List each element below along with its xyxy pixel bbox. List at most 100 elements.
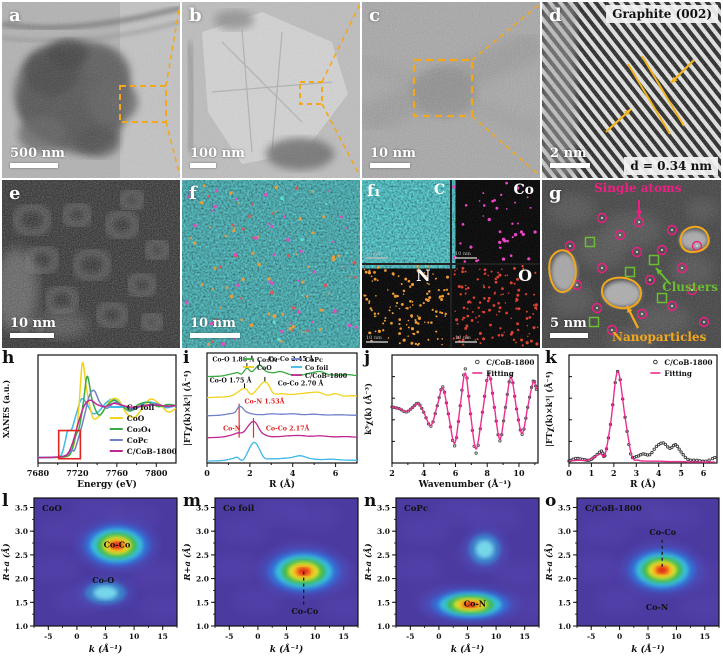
svg-text:0: 0 <box>255 632 260 641</box>
svg-text:R+a (Å): R+a (Å) <box>543 543 555 581</box>
panel-c-tem: c 10 nm <box>362 2 540 178</box>
eds-overlay-image-f <box>182 180 360 348</box>
svg-text:CoO: CoO <box>257 365 272 372</box>
panel-m-wt-cofoil: Co-Co Co foil -5 0 5 10 15 1.0 1.5 2.0 2.5 3.0 3.5 k … <box>181 492 362 656</box>
svg-text:k (Å⁻¹): k (Å⁻¹) <box>270 643 304 655</box>
haadf-image-g <box>542 180 721 348</box>
svg-text:CoPc: CoPc <box>404 504 428 514</box>
panel-letter: e <box>9 183 21 204</box>
svg-text:2.5: 2.5 <box>15 551 28 560</box>
scale-bar: 10 nm <box>190 316 240 338</box>
svg-text:1: 1 <box>589 468 595 478</box>
svg-text:7680: 7680 <box>27 468 50 478</box>
svg-text:6: 6 <box>453 468 459 478</box>
heatmap-area: Co-N CoPc <box>396 498 539 626</box>
data-point <box>654 444 659 449</box>
panel-k-rspace-fit: 0 1 2 3 4 5 6 R (Å) |FTχ(k)×k³| (Å⁻⁴) C/CoB-1800 F… <box>543 349 723 491</box>
series-line <box>568 370 715 463</box>
svg-text:-5: -5 <box>587 632 595 641</box>
single-atoms-label: Single atoms <box>594 181 682 195</box>
wavelet-ccob: Co-Co Co-N C/CoB-1800 -5 0 5 10 15 1.0 1.5 2.0 2.5 3… <box>543 497 720 655</box>
svg-text:R+a (Å): R+a (Å) <box>181 543 193 581</box>
tem-image-b <box>182 2 360 178</box>
plot-frame <box>568 354 718 464</box>
svg-text:4: 4 <box>290 468 296 478</box>
data-point <box>692 458 696 462</box>
series-line <box>391 372 538 450</box>
map-label-o: O <box>518 266 532 285</box>
plot-frame <box>206 352 358 464</box>
svg-text:1.5: 1.5 <box>15 598 28 607</box>
svg-text:k³χ(k) (Å⁻³): k³χ(k) (Å⁻³) <box>363 383 373 435</box>
svg-text:5: 5 <box>645 632 650 641</box>
data-point <box>679 450 683 454</box>
panel-n-wt-copc: Co-N CoPc -5 0 5 10 15 1.0 1.5 2.0 2.5 3.0 3.5 k (Å⁻¹… <box>362 492 543 656</box>
svg-text:3: 3 <box>633 468 639 478</box>
panel-letter: i <box>183 349 190 368</box>
scale-bar: 5 nm <box>550 316 588 338</box>
data-point <box>498 439 502 443</box>
data-point <box>657 442 661 447</box>
panel-letter: l <box>2 492 9 511</box>
data-point <box>713 455 717 460</box>
svg-text:Co-Co: Co-Co <box>649 527 676 537</box>
svg-text:Co-O 1.86 Å: Co-O 1.86 Å <box>212 356 254 364</box>
scale-bar-line <box>190 333 240 338</box>
heatmap-area: Co-Co Co-N C/CoB-1800 <box>577 498 719 626</box>
panel-letter: d <box>549 5 562 26</box>
clusters-label: Clusters <box>662 280 718 294</box>
panel-letter: o <box>545 492 557 511</box>
svg-text:Co-Co 2.70 Å: Co-Co 2.70 Å <box>278 380 324 388</box>
svg-text:1.0: 1.0 <box>196 622 209 631</box>
panel-letter: j <box>364 349 371 368</box>
svg-text:Co foil: Co foil <box>127 403 155 412</box>
panel-f-eds-overlay: f 10 nm <box>182 180 360 348</box>
panel-b-tem: b 100 nm <box>182 2 360 178</box>
data-point <box>681 453 685 457</box>
map-label-n: N <box>416 266 431 285</box>
svg-text:Co-N: Co-N <box>464 599 486 609</box>
svg-text:C/CoB-1800: C/CoB-1800 <box>305 373 348 380</box>
svg-text:10: 10 <box>310 632 320 641</box>
svg-text:3.0: 3.0 <box>196 527 209 536</box>
svg-text:4: 4 <box>421 468 427 478</box>
data-point <box>601 451 605 455</box>
svg-text:Fitting: Fitting <box>486 369 513 378</box>
svg-text:0: 0 <box>566 468 572 478</box>
map-label-co: Co <box>513 182 534 198</box>
svg-text:3.5: 3.5 <box>377 503 390 512</box>
svg-text:|FTχ(k)×k³| (Å⁻⁴): |FTχ(k)×k³| (Å⁻⁴) <box>544 371 554 447</box>
svg-text:2.5: 2.5 <box>558 551 571 560</box>
svg-text:Co foil: Co foil <box>305 365 329 372</box>
svg-text:k (Å⁻¹): k (Å⁻¹) <box>631 643 665 655</box>
panel-f1-element-maps: 10 nm 10 nm 10 nm 10 nm f₁ C Co N O <box>362 180 540 348</box>
scale-bar: 100 nm <box>190 146 245 168</box>
tem-image-a <box>2 2 180 178</box>
wavelet-coo: Co-Co Co-O CoO -5 0 5 10 15 1.0 1.5 2.0 2.5 3.0 3.5 k … <box>0 497 178 655</box>
data-point <box>707 458 711 462</box>
panel-letter: m <box>183 492 201 511</box>
series-line <box>37 375 177 459</box>
svg-text:7760: 7760 <box>106 468 129 478</box>
data-point <box>650 450 654 455</box>
svg-text:0: 0 <box>74 632 79 641</box>
svg-text:R (Å): R (Å) <box>269 478 295 490</box>
svg-text:Co-Co: Co-Co <box>291 606 318 616</box>
svg-text:Co-N: Co-N <box>223 425 241 432</box>
data-point <box>663 442 668 447</box>
panel-letter: f₁ <box>367 181 381 200</box>
svg-text:Co-Co 2.45 Å: Co-Co 2.45 Å <box>268 355 314 363</box>
svg-text:Co-Co: Co-Co <box>104 539 131 549</box>
svg-text:R+a (Å): R+a (Å) <box>362 543 374 581</box>
panel-i-ft-exafs: 0 2 4 6 R (Å) |FTχ(k)×k³| (Å⁻⁴) Co-O 1.86 Å Co-… <box>181 349 362 491</box>
data-point <box>695 458 699 462</box>
svg-text:Co₃O₄: Co₃O₄ <box>257 357 277 364</box>
map-label-c: C <box>434 182 446 198</box>
svg-text:C/CoB-1800: C/CoB-1800 <box>127 447 177 456</box>
svg-text:5: 5 <box>465 632 470 641</box>
scale-bar-line <box>10 333 54 338</box>
panel-letter: c <box>369 5 380 26</box>
svg-text:CoO: CoO <box>42 504 62 514</box>
